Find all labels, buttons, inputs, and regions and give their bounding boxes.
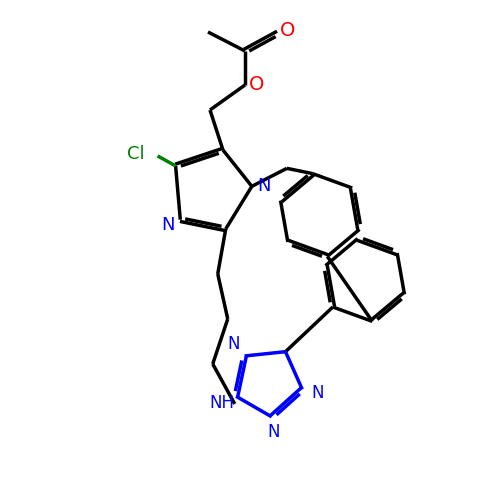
Text: O: O (280, 20, 295, 40)
Text: Cl: Cl (127, 145, 144, 163)
Text: N: N (312, 384, 324, 402)
Text: N: N (267, 424, 280, 442)
Text: NH: NH (209, 394, 234, 411)
Text: O: O (250, 76, 264, 94)
Text: N: N (257, 178, 270, 196)
Text: N: N (228, 336, 240, 353)
Text: N: N (162, 216, 175, 234)
